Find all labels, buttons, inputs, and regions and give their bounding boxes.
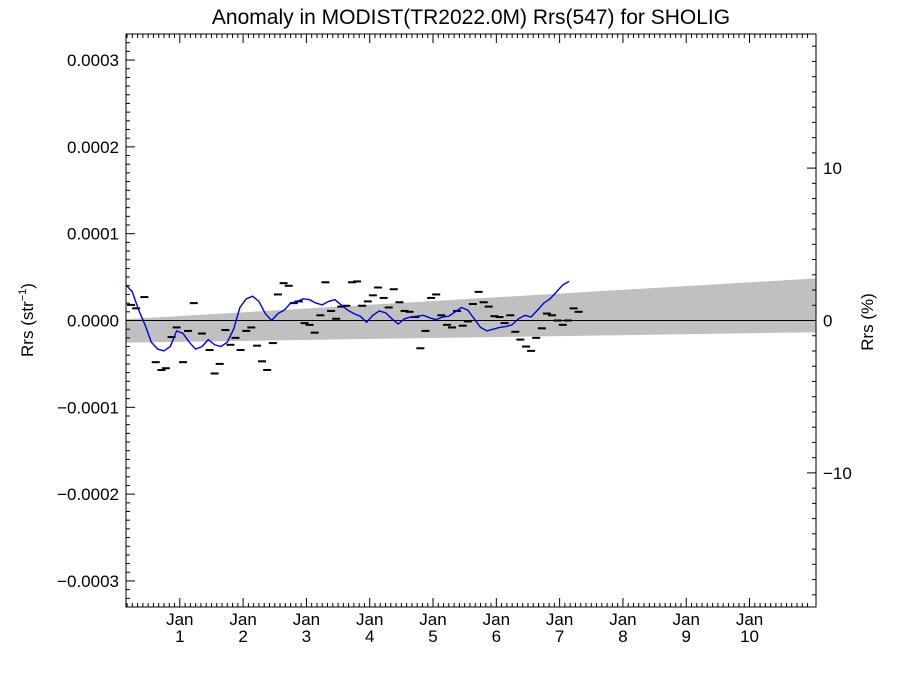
x-axis-tick-label: Jan bbox=[356, 610, 383, 629]
x-axis-tick-label: Jan bbox=[419, 610, 446, 629]
x-axis-tick-sublabel: 7 bbox=[555, 627, 564, 646]
x-axis-tick-sublabel: 4 bbox=[365, 627, 374, 646]
left-axis-tick-label: 0.0003 bbox=[67, 51, 119, 70]
x-axis-tick-sublabel: 5 bbox=[428, 627, 437, 646]
left-axis-tick-label: 0.0002 bbox=[67, 138, 119, 157]
x-axis-tick-sublabel: 2 bbox=[238, 627, 247, 646]
left-axis-label-text: Rrs (str bbox=[18, 301, 37, 357]
x-axis-tick-sublabel: 3 bbox=[302, 627, 311, 646]
x-axis-tick-sublabel: 6 bbox=[492, 627, 501, 646]
smoothed-anomaly-line bbox=[125, 280, 570, 352]
left-axis-tick-label: −0.0003 bbox=[57, 572, 119, 591]
x-axis-tick-label: Jan bbox=[229, 610, 256, 629]
left-axis-label: Rrs (str−1) bbox=[17, 283, 37, 357]
x-axis-tick-sublabel: 9 bbox=[681, 627, 690, 646]
uncertainty-band-layer bbox=[126, 278, 816, 343]
chart-title: Anomaly in MODIST(TR2022.0M) Rrs(547) fo… bbox=[212, 6, 730, 29]
x-axis-tick-label: Jan bbox=[609, 610, 636, 629]
left-axis-tick-label: −0.0001 bbox=[57, 398, 119, 417]
x-axis-tick-label: Jan bbox=[483, 610, 510, 629]
x-axis-tick-label: Jan bbox=[736, 610, 763, 629]
x-axis: Jan1Jan2Jan3Jan4Jan5Jan6Jan7Jan8Jan9Jan1… bbox=[126, 34, 809, 646]
left-axis-tick-label: 0.0001 bbox=[67, 225, 119, 244]
right-axis-tick-label: −10 bbox=[823, 464, 852, 483]
right-axis-label: Rrs (%) bbox=[858, 293, 877, 351]
x-axis-tick-label: Jan bbox=[293, 610, 320, 629]
x-axis-tick-sublabel: 8 bbox=[618, 627, 627, 646]
left-axis-label-superscript: −1 bbox=[17, 289, 29, 302]
right-axis-tick-label: 10 bbox=[823, 159, 842, 178]
left-axis-tick-label: 0.0000 bbox=[67, 312, 119, 331]
uncertainty-band bbox=[126, 278, 816, 343]
x-axis-tick-sublabel: 10 bbox=[740, 627, 759, 646]
x-axis-tick-label: Jan bbox=[673, 610, 700, 629]
smoothed-series-layer bbox=[125, 280, 570, 352]
left-axis-tick-label: −0.0002 bbox=[57, 485, 119, 504]
x-axis-tick-label: Jan bbox=[166, 610, 193, 629]
right-axis: 10 0 −10 bbox=[807, 45, 852, 596]
left-axis-label-tail: ) bbox=[18, 283, 37, 289]
x-axis-tick-label: Jan bbox=[546, 610, 573, 629]
right-axis-tick-label: 0 bbox=[823, 312, 832, 331]
x-axis-tick-sublabel: 1 bbox=[175, 627, 184, 646]
left-axis: 0.0003 0.0002 0.0001 0.0000 −0.0001 −0.0002 −0… bbox=[57, 42, 135, 608]
